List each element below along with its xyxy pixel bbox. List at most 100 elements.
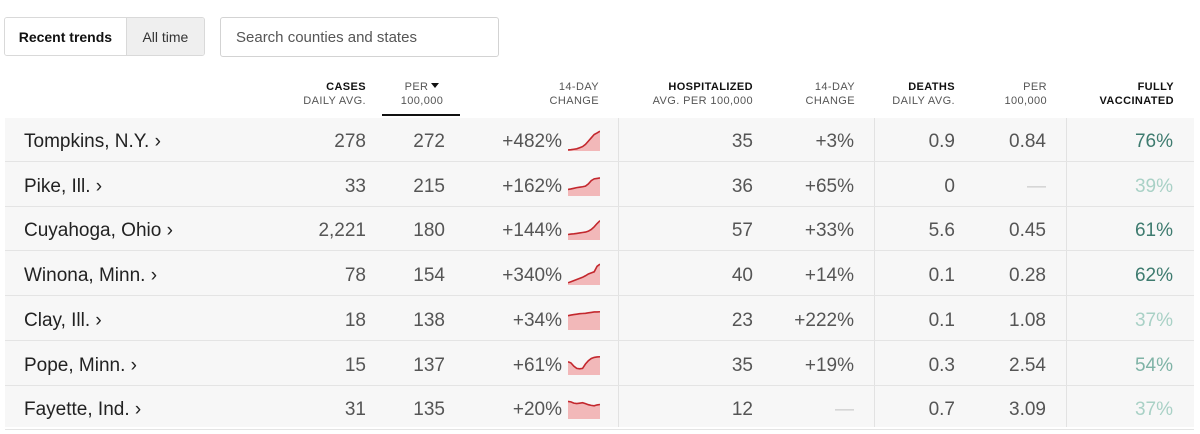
cell-change: +482% xyxy=(502,131,562,152)
trend-sparkline xyxy=(568,220,600,241)
cell-change: +34% xyxy=(512,309,562,331)
cell-hosp-change: +65% xyxy=(804,175,854,197)
header-fully-vaccinated[interactable]: Fully vaccinated xyxy=(1070,80,1174,108)
trend-sparkline xyxy=(568,310,600,330)
cell-deaths-per: 0.45 xyxy=(1009,220,1046,242)
header-hosp-change-sublabel: change xyxy=(805,95,855,107)
table-row[interactable]: Pike, Ill. › 33 215 +162% 36 +65% 0 — 39% xyxy=(5,163,1194,207)
table-row[interactable]: Cuyahoga, Ohio › 2,221 180 +144% 57 +33% 5.6 0.… xyxy=(5,207,1194,252)
header-vacc-sublabel: vaccinated xyxy=(1099,95,1174,107)
trend-sparkline xyxy=(568,176,600,196)
cell-hosp-change: — xyxy=(835,399,854,421)
cell-hosp: 35 xyxy=(731,131,753,152)
sparkline-line xyxy=(568,263,600,284)
header-per-sublabel: 100,000 xyxy=(400,95,444,107)
column-divider xyxy=(1066,118,1067,427)
cell-deaths: 5.6 xyxy=(928,220,955,242)
county-name-link[interactable]: Tompkins, N.Y. › xyxy=(24,131,161,152)
sparkline-line xyxy=(568,355,600,370)
recent-trends-tab[interactable]: Recent trends xyxy=(5,18,126,55)
cell-deaths-per: 2.54 xyxy=(1009,354,1046,376)
trend-sparkline xyxy=(568,355,600,375)
header-deaths-sublabel: Daily avg. xyxy=(892,95,955,107)
header-cases-sublabel: Daily avg. xyxy=(303,95,366,107)
cell-hosp-change: +14% xyxy=(804,265,854,287)
header-hosp-14day-change[interactable]: 14-day change xyxy=(770,80,855,108)
cell-deaths: 0.3 xyxy=(928,354,955,376)
county-name-link[interactable]: Cuyahoga, Ohio › xyxy=(24,220,173,242)
sparkline-area xyxy=(568,221,600,241)
cell-change: +61% xyxy=(512,354,562,376)
table-row[interactable]: Fayette, Ind. › 31 135 +20% 12 — 0.7 3.09 37% xyxy=(5,386,1194,431)
header-hospitalized[interactable]: Hospitalized Avg. per 100,000 xyxy=(620,80,753,108)
sparkline-area xyxy=(568,401,600,420)
cell-hosp: 12 xyxy=(731,399,753,421)
cell-cases: 33 xyxy=(344,175,366,197)
county-name-link[interactable]: Pike, Ill. › xyxy=(24,175,103,197)
header-deaths-per-100k[interactable]: Per 100,000 xyxy=(970,80,1047,108)
cell-vacc: 76% xyxy=(1134,131,1173,152)
cell-change: +144% xyxy=(502,220,562,242)
cell-change: +20% xyxy=(512,399,562,421)
cell-cases: 278 xyxy=(334,131,366,152)
trend-sparkline xyxy=(568,263,600,286)
header-change-label: 14-day xyxy=(558,81,599,93)
cell-deaths: 0.9 xyxy=(928,131,955,152)
header-hosp-label: Hospitalized xyxy=(668,81,753,93)
cell-hosp: 40 xyxy=(731,265,753,287)
cell-vacc: 62% xyxy=(1134,265,1173,287)
sparkline-line xyxy=(568,220,600,236)
cell-hosp-change: +222% xyxy=(794,309,854,331)
column-divider xyxy=(874,118,875,427)
sparkline-line xyxy=(568,310,600,317)
column-divider xyxy=(618,118,619,427)
header-cases[interactable]: Cases Daily avg. xyxy=(280,80,366,108)
table-row[interactable]: Pope, Minn. › 15 137 +61% 35 +19% 0.3 2.54 54% xyxy=(5,342,1194,386)
sort-desc-icon xyxy=(431,83,440,88)
table-header: Cases Daily avg. Per 100,000 14-day chan… xyxy=(0,80,1200,116)
header-vacc-label: Fully xyxy=(1137,81,1174,93)
cell-cases: 31 xyxy=(344,399,366,421)
sparkline-area xyxy=(568,131,600,151)
cell-vacc: 61% xyxy=(1134,220,1173,242)
all-time-tab[interactable]: All time xyxy=(125,18,204,55)
table-row[interactable]: Winona, Minn. › 78 154 +340% 40 +14% 0.1 0.28 62… xyxy=(5,252,1194,297)
county-name-link[interactable]: Pope, Minn. › xyxy=(24,354,137,376)
county-name-link[interactable]: Winona, Minn. › xyxy=(24,265,158,287)
header-per-label: Per xyxy=(404,81,429,93)
header-deaths-label: Deaths xyxy=(908,81,955,93)
sparkline-area xyxy=(568,311,600,330)
cell-hosp-change: +33% xyxy=(804,220,854,242)
header-deaths-per-sublabel: 100,000 xyxy=(1004,95,1047,107)
cell-deaths-per: 3.09 xyxy=(1009,399,1046,421)
cell-change: +162% xyxy=(502,175,562,197)
header-deaths[interactable]: Deaths Daily avg. xyxy=(870,80,955,108)
header-cases-label: Cases xyxy=(326,81,366,93)
cell-per: 215 xyxy=(413,175,445,197)
header-14day-change[interactable]: 14-day change xyxy=(500,80,599,108)
cell-per: 154 xyxy=(413,265,445,287)
data-table: Tompkins, N.Y. › 278 272 +482% 35 +3% 0.9 0.84 7… xyxy=(5,118,1194,431)
sort-indicator xyxy=(382,114,460,116)
cell-deaths-per: 1.08 xyxy=(1009,309,1046,331)
view-toggle: Recent trends All time xyxy=(4,17,205,56)
cell-cases: 18 xyxy=(344,309,366,331)
cell-vacc: 39% xyxy=(1134,175,1173,197)
sparkline-line xyxy=(568,400,600,407)
cell-hosp: 36 xyxy=(731,175,753,197)
sparkline-line xyxy=(568,130,600,151)
header-per-100k[interactable]: Per 100,000 xyxy=(384,80,460,108)
trend-sparkline xyxy=(568,400,600,420)
search-input[interactable] xyxy=(220,17,499,57)
cell-vacc: 37% xyxy=(1134,399,1173,421)
cell-hosp: 35 xyxy=(731,354,753,376)
table-row[interactable]: Tompkins, N.Y. › 278 272 +482% 35 +3% 0.9 0.84 7… xyxy=(5,118,1194,162)
table-row[interactable]: Clay, Ill. › 18 138 +34% 23 +222% 0.1 1.08 37% xyxy=(5,297,1194,341)
cell-vacc: 54% xyxy=(1134,354,1173,376)
cell-cases: 78 xyxy=(344,265,366,287)
header-hosp-sublabel: Avg. per 100,000 xyxy=(652,95,753,107)
county-name-link[interactable]: Clay, Ill. › xyxy=(24,309,102,331)
county-name-link[interactable]: Fayette, Ind. › xyxy=(24,399,142,421)
sparkline-area xyxy=(568,264,600,286)
cell-deaths: 0.1 xyxy=(928,265,955,287)
